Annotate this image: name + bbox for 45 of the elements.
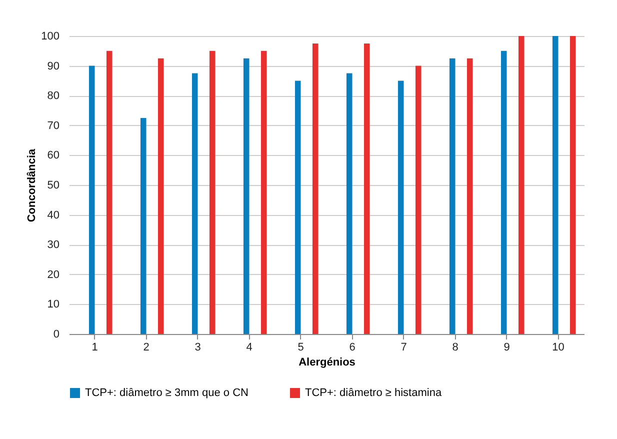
bar <box>88 66 95 334</box>
bar <box>140 118 146 334</box>
x-tick-label: 2 <box>143 342 150 354</box>
legend-label: TCP+: diâmetro ≥ histamina <box>305 387 442 399</box>
y-tick-label: 30 <box>47 239 60 252</box>
x-axis-title: Alergénios <box>298 356 356 368</box>
bar <box>570 36 576 334</box>
x-tick-label: 4 <box>246 342 252 354</box>
x-tick-label: 10 <box>552 342 564 354</box>
y-tick-label: 40 <box>47 209 60 222</box>
bar <box>260 50 267 334</box>
y-tick-label: 0 <box>53 328 60 340</box>
bar <box>398 80 404 334</box>
bar <box>449 58 456 334</box>
x-tick-label: 1 <box>92 342 98 354</box>
bar <box>518 36 524 334</box>
bar <box>192 73 198 334</box>
x-tick-label: 6 <box>349 342 356 354</box>
y-axis-title: Concordância <box>26 148 38 222</box>
y-tick-label: 60 <box>47 150 60 162</box>
bar <box>364 43 370 334</box>
x-tick-label: 7 <box>400 342 407 354</box>
y-tick-label: 10 <box>47 298 60 311</box>
bar <box>106 50 112 334</box>
bar <box>346 73 352 334</box>
bar <box>415 66 422 334</box>
bar <box>312 43 318 334</box>
x-tick-label: 8 <box>452 342 458 354</box>
y-tick-label: 90 <box>47 60 60 72</box>
x-tick-label: 5 <box>298 342 304 354</box>
bar <box>500 50 507 334</box>
y-tick-label: 80 <box>47 90 60 102</box>
legend-label: TCP+: diâmetro ≥ 3mm que o CN <box>85 387 249 399</box>
y-tick-label: 50 <box>47 180 60 192</box>
bar <box>158 58 164 334</box>
bar <box>243 58 250 334</box>
bar <box>209 50 216 334</box>
bar <box>466 58 473 334</box>
bar <box>552 36 558 334</box>
x-tick-label: 9 <box>504 342 510 354</box>
x-tick-label: 3 <box>194 342 201 354</box>
y-tick-label: 100 <box>41 30 60 42</box>
bar <box>294 80 301 334</box>
y-tick-label: 70 <box>47 120 60 132</box>
y-tick-label: 20 <box>47 268 60 281</box>
